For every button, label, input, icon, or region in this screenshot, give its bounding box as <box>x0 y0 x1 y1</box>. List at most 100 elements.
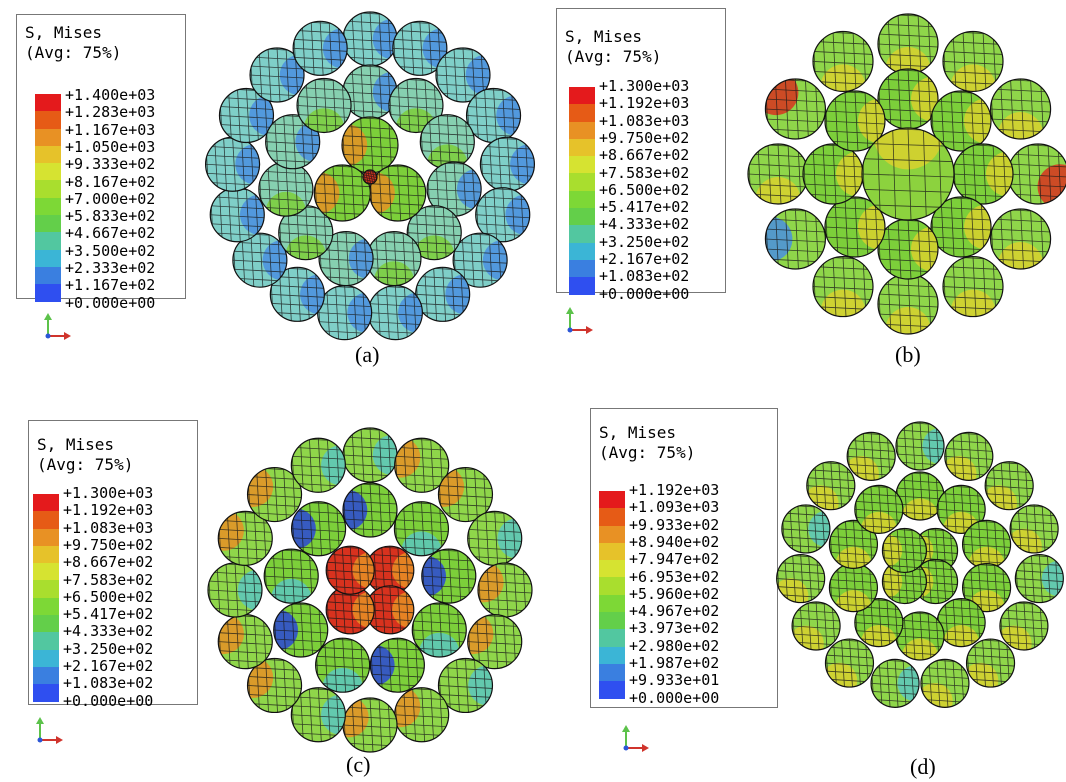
legend-title-line1: S, Mises <box>565 27 643 46</box>
color-bar-segment <box>599 491 625 509</box>
color-bar <box>35 94 61 302</box>
wire-strand <box>952 143 1014 205</box>
wire-strand <box>232 232 288 288</box>
legend-tick-label: +8.667e+02 <box>63 553 154 572</box>
legend-tick-label: +1.192e+03 <box>599 94 690 113</box>
wire-strand <box>791 601 841 651</box>
wire-strand <box>854 598 904 648</box>
legend-tick-label: +2.980e+02 <box>629 636 720 655</box>
legend-tick-label: +0.000e+00 <box>63 691 154 710</box>
color-bar-segment <box>33 528 59 546</box>
wire-strand <box>984 461 1034 511</box>
color-bar-segment <box>599 508 625 526</box>
legend-c: S, Mises (Avg: 75%) +1.300e+03 +1.192e+03… <box>28 420 198 710</box>
wire-strand <box>342 64 398 120</box>
legend-tick-label: +1.400e+03 <box>65 86 156 104</box>
color-bar-segment <box>569 259 595 278</box>
color-bar-segment <box>569 225 595 243</box>
color-bar-segment <box>33 494 59 512</box>
wire-strand <box>877 273 939 335</box>
legend-tick-label: +1.093e+03 <box>629 498 720 517</box>
wire-strand <box>895 421 945 471</box>
color-bar-segment <box>569 190 595 209</box>
color-bar-segment <box>35 145 61 164</box>
color-bar-segment <box>599 629 625 647</box>
wire-strand <box>437 657 494 714</box>
wire-strand <box>290 501 347 557</box>
color-bar-segment <box>35 232 61 250</box>
legend-tick-label: +3.250e+02 <box>63 639 154 658</box>
color-bar-segment <box>35 111 61 129</box>
legend-tick-label: +1.083e+03 <box>599 111 690 130</box>
color-bar-segment <box>33 666 59 685</box>
axis-triad-icon <box>38 312 98 348</box>
wire-strand <box>273 602 329 658</box>
legend-tick-label: +7.583e+02 <box>599 163 690 182</box>
wire-strand <box>764 208 827 270</box>
legend-title-line2: (Avg: 75%) <box>25 43 122 62</box>
wire-strand <box>437 466 494 523</box>
wire-strand <box>965 638 1016 688</box>
wire-strand <box>246 657 303 714</box>
wire-strand <box>961 563 1012 613</box>
wire-strand <box>942 255 1004 318</box>
color-bar <box>33 494 59 702</box>
wire-strand <box>824 90 886 152</box>
wire-strand <box>415 266 471 322</box>
color-bar-segment <box>33 545 59 564</box>
legend-tick-label: +9.933e+01 <box>629 671 720 690</box>
wire-strand <box>764 78 827 140</box>
wire-strand <box>846 431 896 481</box>
color-bar-segment <box>33 511 59 529</box>
legend-d: S, Mises (Avg: 75%) +1.192e+03 +1.093e+03… <box>590 408 778 708</box>
color-bar-segment <box>569 87 595 105</box>
color-bar <box>569 87 595 295</box>
wire-strand <box>325 545 375 595</box>
legend-tick-label: +0.000e+00 <box>65 293 156 312</box>
wire-strand <box>362 169 378 185</box>
legend-tick-label: +9.750e+02 <box>63 535 154 554</box>
color-bar-segment <box>599 681 625 699</box>
legend-tick-label: +7.947e+02 <box>629 550 720 569</box>
legend-tick-label: +8.667e+02 <box>599 146 690 165</box>
color-bar-segment <box>569 156 595 174</box>
legend-tick-label: +4.667e+02 <box>65 224 156 243</box>
legend-title-line2: (Avg: 75%) <box>599 443 696 462</box>
legend-tick-label: +3.500e+02 <box>65 241 156 260</box>
wire-strand <box>204 136 261 192</box>
legend-tick-label: +1.083e+02 <box>599 267 690 286</box>
wire-strand <box>313 164 371 222</box>
legend-tick-label: +6.500e+02 <box>63 587 154 606</box>
color-bar-segment <box>33 615 59 633</box>
legend-title-line2: (Avg: 75%) <box>37 455 134 474</box>
color-bar-segment <box>33 597 59 616</box>
wire-strand <box>877 68 939 130</box>
color-bar-segment <box>35 284 61 302</box>
legend-tick-label: +4.333e+02 <box>63 622 154 641</box>
wire-strand <box>393 501 450 557</box>
caption-d: (d) <box>910 754 936 779</box>
wire-strand <box>394 687 450 743</box>
wire-strand <box>870 658 920 708</box>
legend-title-line2: (Avg: 75%) <box>565 47 662 66</box>
legend-tick-label: +1.300e+03 <box>599 77 690 95</box>
legend-tick-label: +1.283e+03 <box>65 103 156 122</box>
wire-strand <box>942 30 1004 93</box>
wire-strand <box>290 687 346 743</box>
legend-tick-label: +1.167e+03 <box>65 120 156 139</box>
color-bar-segment <box>35 163 61 181</box>
color-bar-segment <box>599 663 625 682</box>
wire-strand <box>854 484 904 534</box>
wire-strand <box>249 47 305 103</box>
color-bar-segment <box>35 180 61 198</box>
cross-section-c <box>207 427 533 753</box>
wire-strand <box>265 114 321 170</box>
legend-a: S, Mises (Avg: 75%) +1.400e+03 +1.283e+03… <box>16 14 186 312</box>
legend-tick-label: +5.960e+02 <box>629 584 720 603</box>
legend-tick-label: +9.333e+02 <box>65 155 156 174</box>
legend-tick-label: +7.000e+02 <box>65 189 156 208</box>
color-bar-segment <box>35 128 61 146</box>
legend-tick-label: +1.083e+02 <box>63 674 154 693</box>
legend-tick-label: +4.333e+02 <box>599 215 690 234</box>
wire-strand <box>989 78 1052 140</box>
